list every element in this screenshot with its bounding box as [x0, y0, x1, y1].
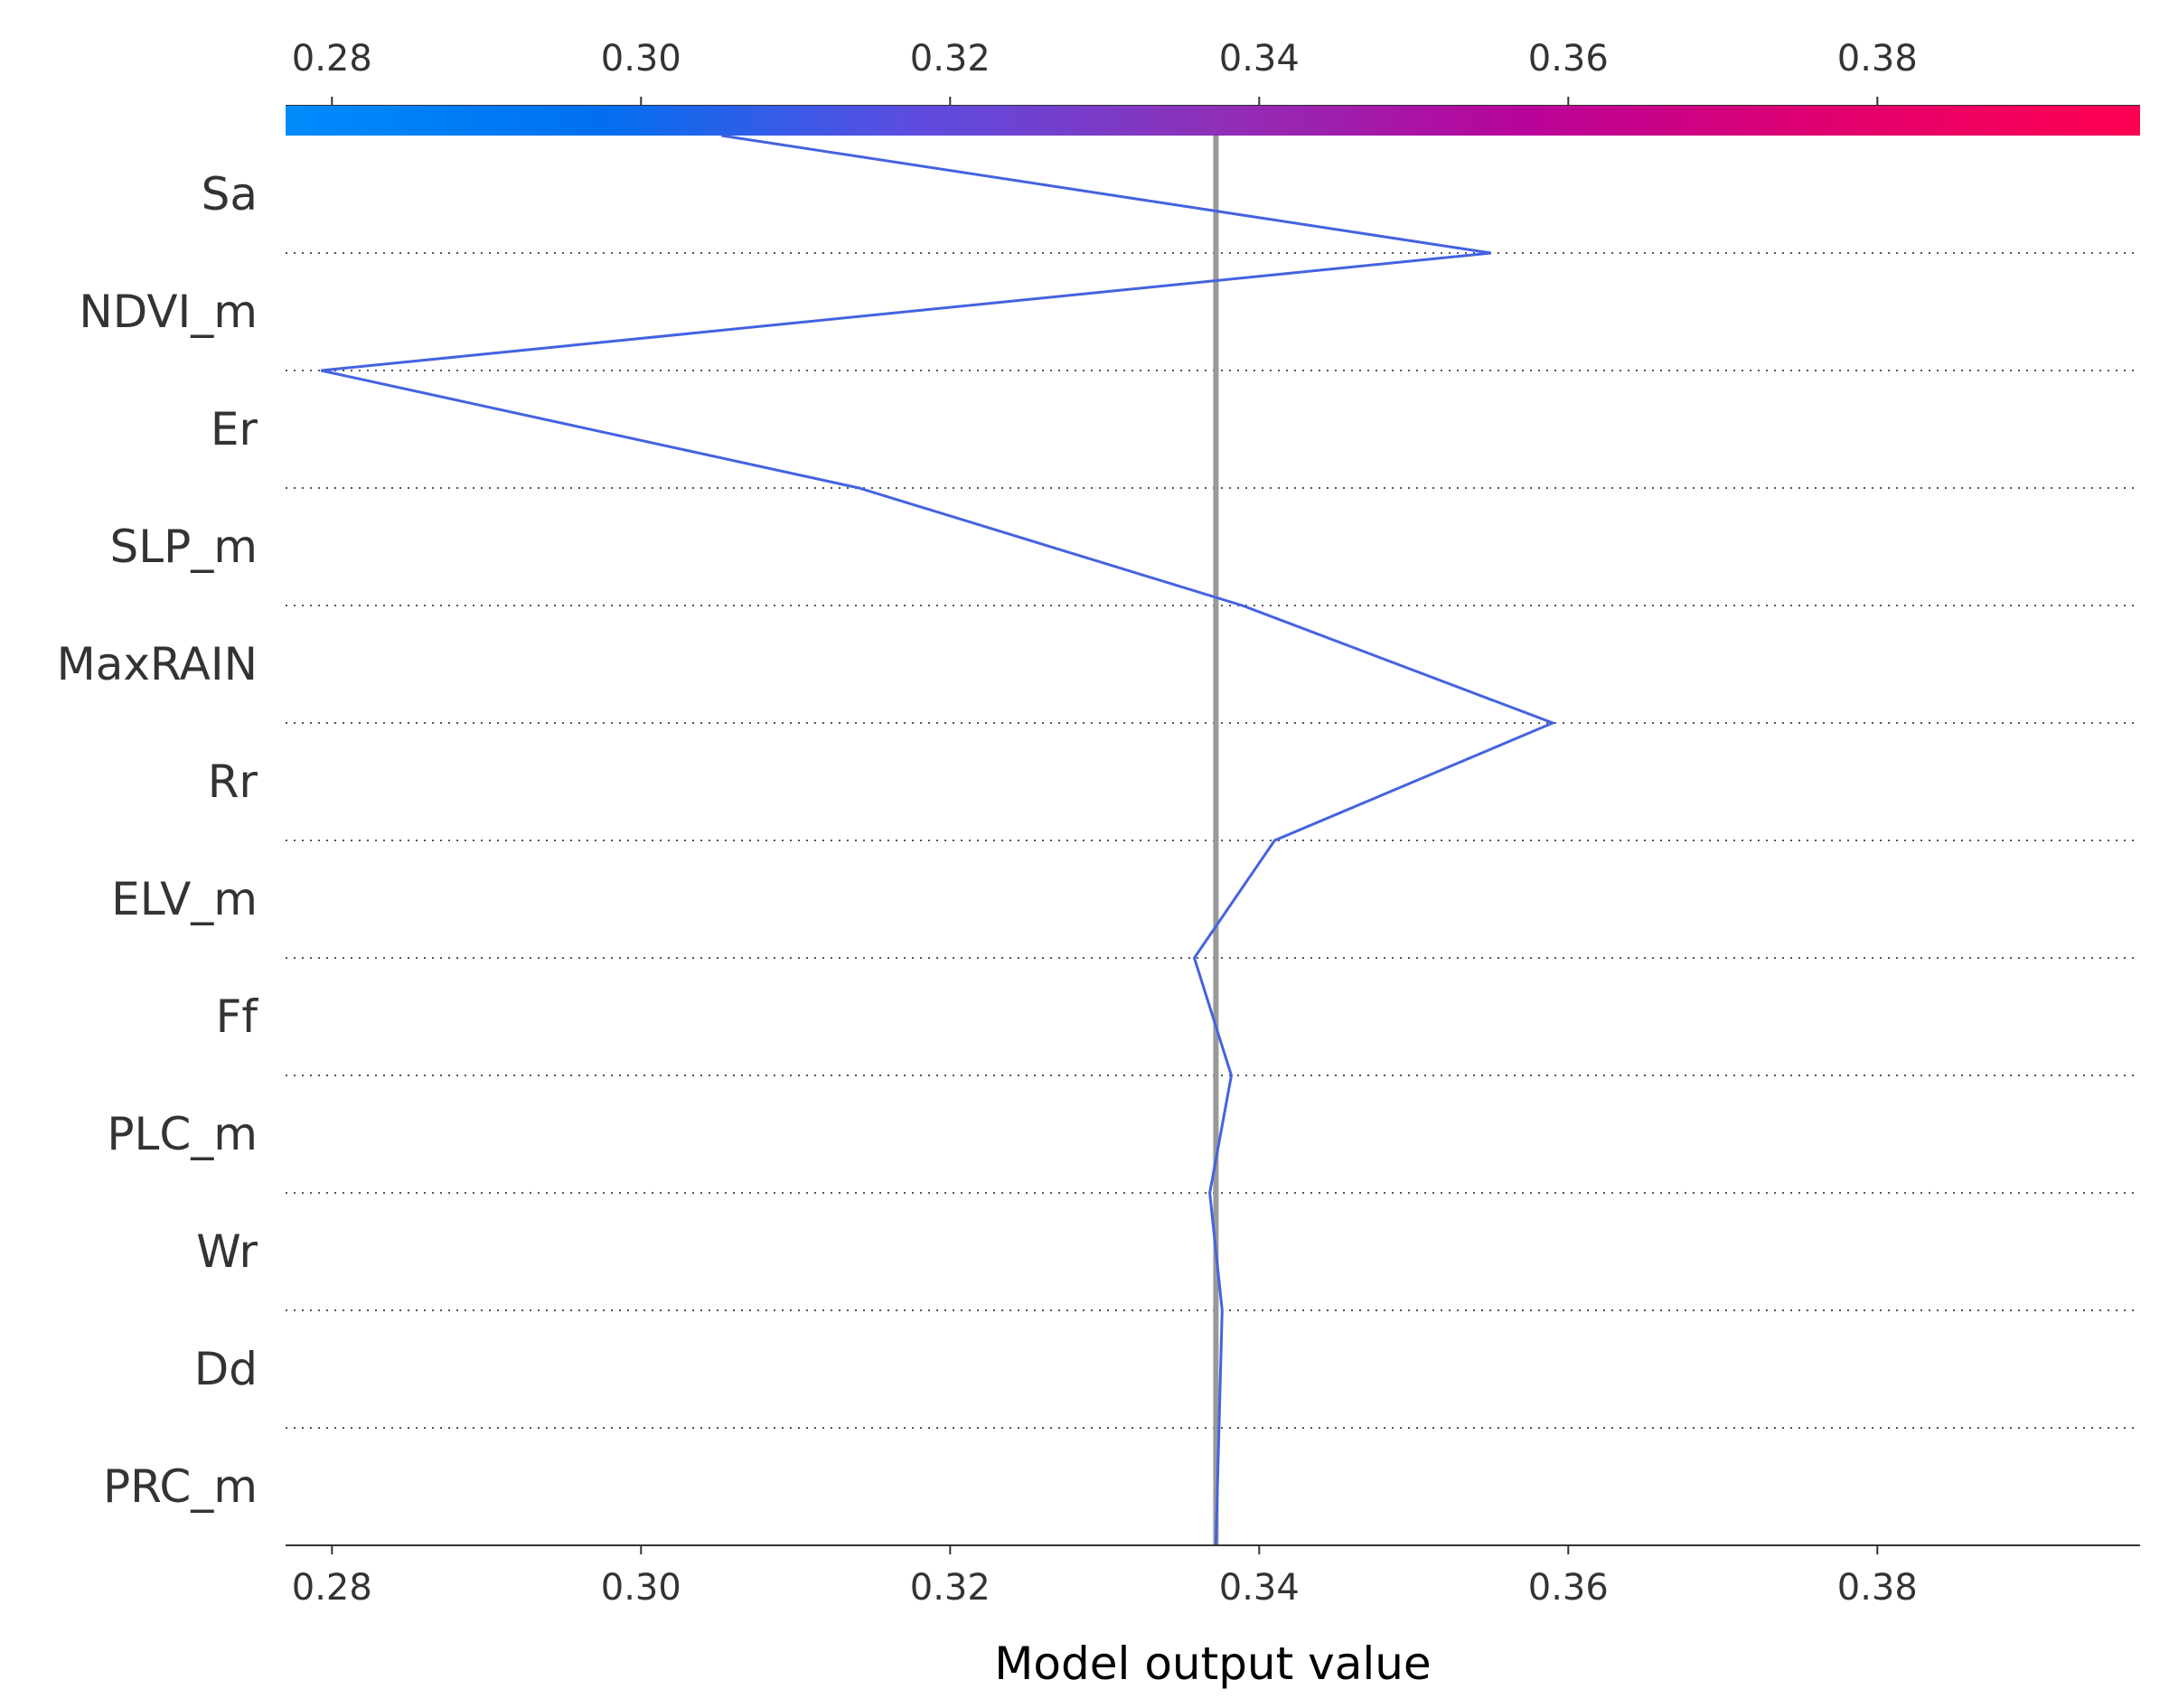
- bottom-tick-label: 0.28: [292, 1567, 372, 1609]
- feature-label: NDVI_m: [79, 286, 258, 338]
- x-axis-title: Model output value: [994, 1638, 1431, 1690]
- feature-label: Dd: [194, 1343, 258, 1395]
- top-tick-label: 0.30: [601, 38, 681, 80]
- gridlines: [286, 252, 2140, 1429]
- feature-label: ELV_m: [111, 873, 258, 925]
- bottom-tick-label: 0.36: [1528, 1567, 1609, 1609]
- top-tick-label: 0.32: [910, 38, 991, 80]
- feature-label: Wr: [196, 1225, 258, 1278]
- bottom-tick-label: 0.38: [1837, 1567, 1918, 1609]
- top-x-axis: 0.28 0.30 0.32 0.34 0.36 0.38: [286, 38, 2140, 107]
- top-tick-label: 0.28: [292, 38, 372, 80]
- decision-path-line: [320, 134, 1557, 1546]
- feature-label: Ff: [216, 990, 259, 1043]
- bottom-tick-label: 0.34: [1219, 1567, 1300, 1609]
- feature-label: PLC_m: [107, 1108, 258, 1160]
- colorbar: [286, 106, 2140, 136]
- bottom-x-axis: 0.28 0.30 0.32 0.34 0.36 0.38: [292, 1545, 1918, 1609]
- feature-label: SLP_m: [110, 521, 258, 573]
- feature-label: Er: [211, 403, 258, 455]
- feature-label: MaxRAIN: [57, 638, 258, 690]
- feature-label: PRC_m: [103, 1460, 258, 1513]
- feature-label: Rr: [208, 755, 258, 808]
- feature-label: Sa: [202, 168, 258, 221]
- top-tick-label: 0.34: [1219, 38, 1300, 80]
- feature-labels: Sa NDVI_m Er SLP_m MaxRAIN Rr ELV_m Ff PLC_m Wr Dd…: [57, 168, 259, 1513]
- bottom-tick-label: 0.32: [910, 1567, 991, 1609]
- top-tick-label: 0.38: [1837, 38, 1918, 80]
- top-tick-label: 0.36: [1528, 38, 1609, 80]
- bottom-tick-label: 0.30: [601, 1567, 681, 1609]
